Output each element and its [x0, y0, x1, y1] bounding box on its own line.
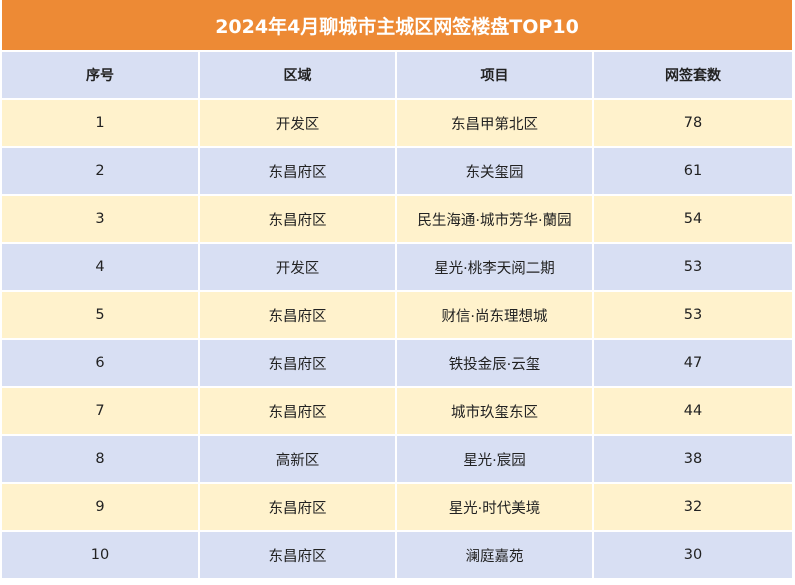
cell-rank: 6 [2, 339, 200, 388]
cell-project: 铁投金辰·云玺 [396, 339, 594, 388]
cell-rank: 9 [2, 483, 200, 532]
cell-units: 38 [593, 435, 792, 484]
table-row: 3 东昌府区 民生海通·城市芳华·蘭园 54 [2, 195, 792, 244]
header-row: 序号 区域 项目 网签套数 [2, 52, 792, 100]
cell-units: 78 [593, 99, 792, 148]
cell-district: 开发区 [199, 99, 397, 148]
cell-project: 澜庭嘉苑 [396, 531, 594, 580]
header-rank: 序号 [2, 52, 200, 100]
cell-project: 东昌甲第北区 [396, 99, 594, 148]
cell-rank: 1 [2, 99, 200, 148]
cell-district: 东昌府区 [199, 483, 397, 532]
table-row: 9 东昌府区 星光·时代美境 32 [2, 483, 792, 532]
table-row: 8 高新区 星光·宸园 38 [2, 435, 792, 484]
cell-rank: 5 [2, 291, 200, 340]
cell-rank: 3 [2, 195, 200, 244]
table-row: 6 东昌府区 铁投金辰·云玺 47 [2, 339, 792, 388]
header-district: 区域 [199, 52, 397, 100]
table-row: 4 开发区 星光·桃李天阅二期 53 [2, 243, 792, 292]
header-units: 网签套数 [593, 52, 792, 100]
cell-rank: 10 [2, 531, 200, 580]
cell-rank: 8 [2, 435, 200, 484]
cell-rank: 2 [2, 147, 200, 196]
table-row: 10 东昌府区 澜庭嘉苑 30 [2, 531, 792, 580]
cell-district: 东昌府区 [199, 531, 397, 580]
cell-units: 54 [593, 195, 792, 244]
cell-project: 城市玖玺东区 [396, 387, 594, 436]
cell-project: 星光·宸园 [396, 435, 594, 484]
table-row: 2 东昌府区 东关玺园 61 [2, 147, 792, 196]
cell-project: 星光·时代美境 [396, 483, 594, 532]
table-row: 1 开发区 东昌甲第北区 78 [2, 99, 792, 148]
cell-district: 东昌府区 [199, 291, 397, 340]
cell-rank: 7 [2, 387, 200, 436]
cell-units: 53 [593, 291, 792, 340]
cell-rank: 4 [2, 243, 200, 292]
cell-units: 44 [593, 387, 792, 436]
cell-district: 高新区 [199, 435, 397, 484]
cell-district: 东昌府区 [199, 339, 397, 388]
cell-project: 东关玺园 [396, 147, 594, 196]
cell-units: 53 [593, 243, 792, 292]
cell-district: 开发区 [199, 243, 397, 292]
table-title: 2024年4月聊城市主城区网签楼盘TOP10 [2, 0, 792, 52]
table-row: 7 东昌府区 城市玖玺东区 44 [2, 387, 792, 436]
cell-district: 东昌府区 [199, 147, 397, 196]
cell-units: 47 [593, 339, 792, 388]
cell-project: 财信·尚东理想城 [396, 291, 594, 340]
ranking-table: 序号 区域 项目 网签套数 1 开发区 东昌甲第北区 78 2 东昌府区 东关玺… [2, 52, 792, 580]
header-project: 项目 [396, 52, 594, 100]
cell-project: 民生海通·城市芳华·蘭园 [396, 195, 594, 244]
cell-units: 61 [593, 147, 792, 196]
cell-district: 东昌府区 [199, 387, 397, 436]
cell-district: 东昌府区 [199, 195, 397, 244]
cell-project: 星光·桃李天阅二期 [396, 243, 594, 292]
cell-units: 30 [593, 531, 792, 580]
table-row: 5 东昌府区 财信·尚东理想城 53 [2, 291, 792, 340]
cell-units: 32 [593, 483, 792, 532]
